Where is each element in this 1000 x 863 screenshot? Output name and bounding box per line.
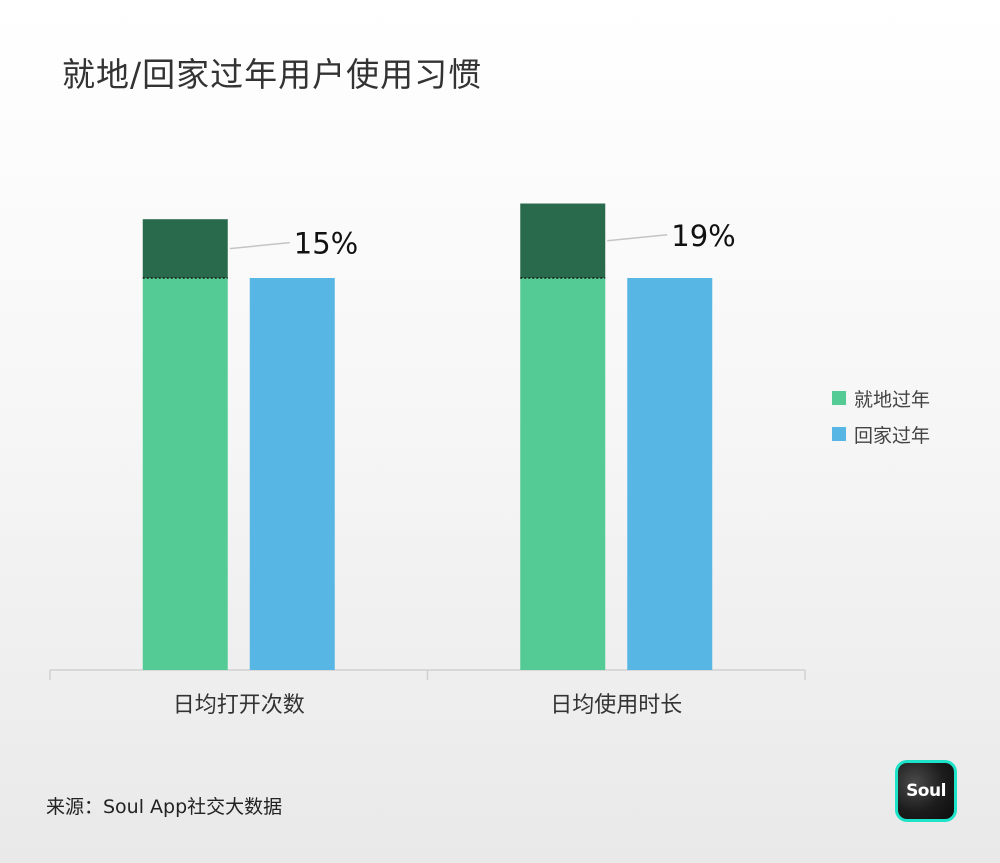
soul-logo: Soul (895, 760, 957, 822)
legend-swatch-local (832, 391, 846, 405)
legend-item-home: 回家过年 (832, 416, 930, 452)
bar-local-increase (520, 203, 606, 278)
chart-title: 就地/回家过年用户使用习惯 (62, 55, 483, 94)
source-note: 来源：Soul App社交大数据 (46, 796, 283, 818)
annotation-leader (607, 234, 668, 242)
legend-swatch-home (832, 427, 846, 441)
bar-local-increase (142, 219, 228, 278)
annotation-leader (229, 241, 290, 250)
legend-label-local: 就地过年 (854, 388, 931, 411)
legend: 就地过年 回家过年 (832, 380, 930, 452)
soul-logo-text: Soul (898, 763, 954, 819)
bar-home (627, 278, 713, 670)
legend-item-local: 就地过年 (832, 380, 930, 416)
annotation-label: 15% (294, 227, 358, 261)
annotation-label: 19% (671, 219, 735, 253)
bar-local-base (142, 278, 228, 670)
bar-home (249, 278, 335, 670)
bar-local-base (520, 278, 606, 670)
x-tick-label: 日均使用时长 (550, 693, 682, 718)
legend-label-home: 回家过年 (854, 424, 931, 447)
x-tick-label: 日均打开次数 (173, 693, 305, 718)
